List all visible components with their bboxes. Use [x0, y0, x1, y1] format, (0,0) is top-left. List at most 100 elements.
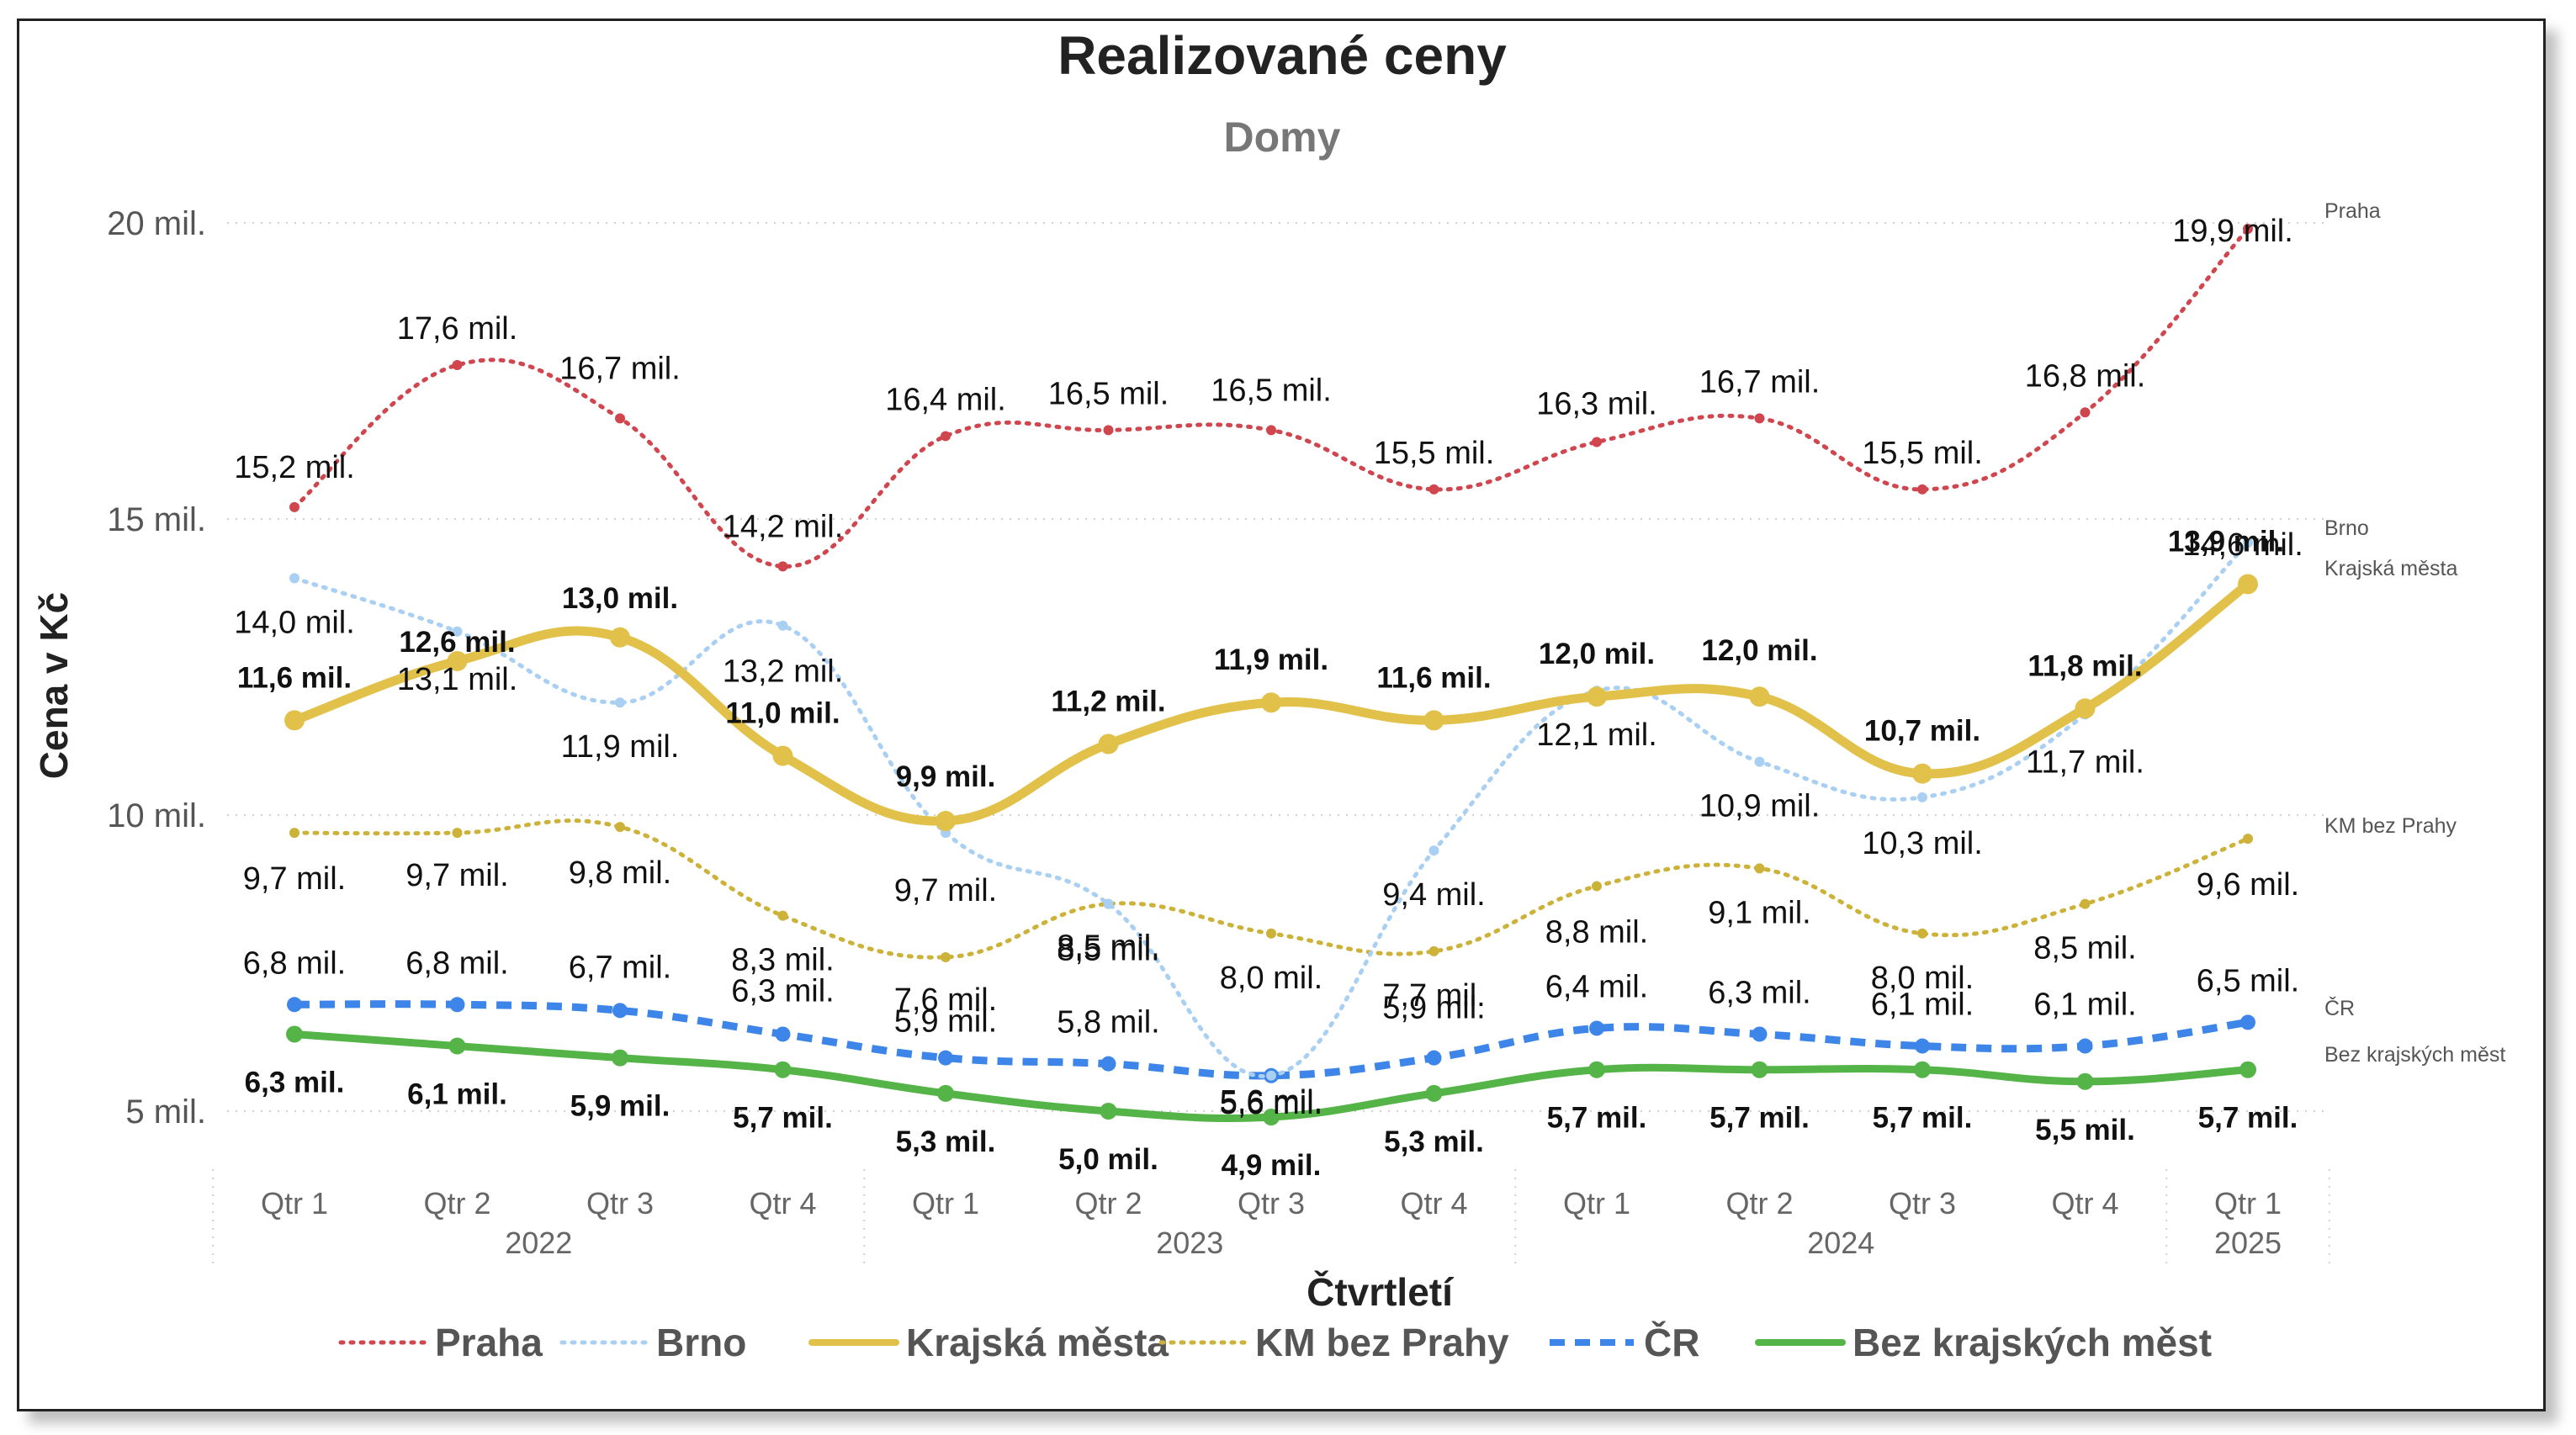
data-point — [610, 627, 630, 648]
data-label: 6,3 mil. — [731, 973, 834, 1009]
legend-item: ČR — [1550, 1321, 1699, 1364]
data-point — [1915, 1038, 1930, 1054]
year-label: 2022 — [505, 1226, 572, 1260]
data-point — [1754, 863, 1765, 874]
data-label: 16,7 mil. — [559, 351, 681, 386]
data-point — [2239, 1061, 2256, 1078]
end-label: KM bez Prahy — [2324, 814, 2457, 838]
data-label: 8,5 mil. — [1057, 933, 1159, 968]
x-axis: Qtr 1 Qtr 2 Qtr 3 Qtr 4 Qtr 1 Qtr 2 Qtr 3 Qtr 4… — [212, 1169, 2330, 1266]
data-point — [1754, 756, 1765, 767]
data-point — [452, 828, 463, 839]
data-label: 6,4 mil. — [1545, 969, 1648, 1004]
data-point — [289, 501, 299, 512]
data-label: 7,7 mil. — [1382, 978, 1485, 1014]
series-čr — [287, 997, 2255, 1083]
data-label: 11,9 mil. — [561, 729, 680, 765]
data-label: 19,9 mil. — [2172, 214, 2293, 249]
x-axis-title: Čtvrtletí — [1307, 1270, 1455, 1314]
data-point — [1752, 1026, 1768, 1042]
data-point — [1098, 733, 1119, 755]
data-label: 16,4 mil. — [885, 382, 1006, 417]
data-point — [1588, 1061, 1605, 1078]
data-label: 5,7 mil. — [1547, 1102, 1647, 1135]
data-point — [1754, 413, 1765, 424]
data-point — [2243, 537, 2253, 548]
x-tick-label: Qtr 1 — [2214, 1186, 2282, 1221]
data-point — [1749, 686, 1770, 707]
data-label: 5,8 mil. — [1057, 1005, 1159, 1041]
data-label: 14,0 mil. — [234, 605, 355, 640]
data-point — [774, 1061, 792, 1078]
data-point — [1589, 1020, 1604, 1036]
data-point — [2243, 224, 2253, 235]
data-label: 15,2 mil. — [234, 450, 355, 485]
series-lines — [284, 224, 2258, 1126]
data-point — [615, 413, 625, 424]
data-point — [447, 650, 468, 671]
chart-frame — [17, 19, 2546, 1411]
data-point — [1261, 692, 1281, 713]
x-tick-label: Qtr 4 — [749, 1186, 816, 1221]
x-tick-label: Qtr 1 — [912, 1186, 979, 1221]
data-label: 7,6 mil. — [894, 982, 997, 1018]
data-label: 12,0 mil. — [1701, 634, 1817, 667]
legend-item: Krajská města — [808, 1321, 1169, 1364]
data-label: 6,1 mil. — [1871, 988, 1974, 1023]
data-label: 5,9 mil. — [894, 1004, 997, 1040]
y-axis-title: Cena v Kč — [32, 592, 76, 779]
chart-subtitle: Domy — [1224, 114, 1341, 161]
data-point — [2243, 834, 2253, 845]
x-tick-label: Qtr 2 — [423, 1186, 490, 1221]
data-point — [941, 951, 951, 962]
end-label: Brno — [2324, 516, 2369, 540]
data-point — [937, 1084, 954, 1102]
data-point — [612, 1049, 628, 1067]
grid-lines — [227, 222, 2330, 1112]
end-label: ČR — [2324, 996, 2355, 1020]
data-label: 5,7 mil. — [1709, 1102, 1810, 1135]
data-label: 16,5 mil. — [1211, 373, 1332, 408]
data-label: 8,8 mil. — [1545, 914, 1648, 950]
end-label: Bez krajských měst — [2324, 1043, 2505, 1067]
data-label: 9,4 mil. — [1382, 877, 1485, 913]
data-label: 6,8 mil. — [243, 945, 346, 981]
data-label: 5,6 mil. — [1220, 1084, 1322, 1120]
data-point — [1428, 484, 1439, 495]
data-label: 14,2 mil. — [723, 509, 844, 544]
data-label: 11,0 mil. — [725, 697, 840, 730]
x-tick-label: Qtr 3 — [586, 1186, 654, 1221]
data-label: 6,7 mil. — [569, 950, 671, 985]
data-point — [1592, 437, 1602, 447]
x-tick-label: Qtr 4 — [1400, 1186, 1467, 1221]
data-label: 6,5 mil. — [2197, 963, 2299, 998]
data-label: 9,7 mil. — [243, 861, 346, 897]
data-label: 11,6 mil. — [1376, 661, 1491, 694]
series-bez-krajských-měst — [286, 1025, 2256, 1126]
data-point — [777, 561, 788, 572]
data-label: 10,3 mil. — [1862, 826, 1983, 861]
data-point — [2080, 407, 2091, 418]
legend-label: ČR — [1644, 1321, 1699, 1364]
data-label: 8,5 mil. — [2033, 931, 2136, 966]
data-label: 6,1 mil. — [407, 1078, 507, 1111]
data-point — [1917, 484, 1927, 495]
data-point — [612, 1003, 628, 1019]
data-label: 10,7 mil. — [1864, 715, 1980, 748]
data-point — [1425, 1084, 1443, 1102]
data-point — [1423, 710, 1444, 731]
data-label: 6,3 mil. — [245, 1066, 345, 1099]
year-label: 2023 — [1156, 1226, 1223, 1260]
data-point — [2075, 698, 2096, 719]
data-label: 5,3 mil. — [896, 1125, 996, 1158]
data-point — [2080, 898, 2091, 909]
data-point — [284, 710, 305, 731]
data-label: 13,2 mil. — [723, 654, 844, 690]
series-praha — [289, 224, 2253, 572]
data-labels: 15,2 mil. 17,6 mil. 16,7 mil. 14,2 mil. 16,4… — [234, 214, 2303, 1182]
x-tick-label: Qtr 4 — [2051, 1186, 2118, 1221]
data-point — [2240, 1014, 2255, 1030]
data-label: 11,2 mil. — [1051, 686, 1165, 718]
data-point — [938, 1050, 953, 1066]
data-point — [448, 1037, 466, 1055]
